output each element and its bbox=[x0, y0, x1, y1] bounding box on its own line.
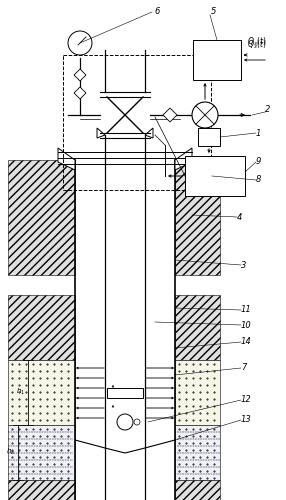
Bar bbox=[193, 40, 241, 80]
Circle shape bbox=[68, 31, 92, 55]
Text: 4: 4 bbox=[237, 212, 242, 222]
Bar bbox=[8, 425, 75, 480]
Text: 3: 3 bbox=[241, 260, 246, 270]
Bar bbox=[8, 295, 75, 360]
Text: $Q_з(t)$: $Q_з(t)$ bbox=[247, 39, 266, 52]
Polygon shape bbox=[145, 128, 153, 138]
Circle shape bbox=[134, 419, 140, 425]
Circle shape bbox=[192, 102, 218, 128]
Bar bbox=[107, 388, 143, 398]
Bar bbox=[185, 156, 245, 196]
Circle shape bbox=[117, 414, 133, 430]
Bar bbox=[175, 480, 220, 500]
Bar bbox=[175, 425, 220, 480]
Text: 9: 9 bbox=[256, 158, 261, 166]
Bar bbox=[198, 128, 220, 146]
Text: 13: 13 bbox=[241, 416, 252, 424]
Bar bbox=[8, 160, 75, 275]
Text: 2: 2 bbox=[265, 106, 270, 114]
Polygon shape bbox=[163, 108, 177, 122]
Polygon shape bbox=[58, 148, 75, 170]
Text: 1: 1 bbox=[256, 128, 261, 138]
Text: 8: 8 bbox=[256, 176, 261, 184]
Text: $h_в$: $h_в$ bbox=[6, 447, 15, 457]
Bar bbox=[175, 160, 220, 275]
Text: 11: 11 bbox=[241, 306, 252, 314]
Bar bbox=[106, 135, 144, 500]
Polygon shape bbox=[74, 69, 86, 81]
Polygon shape bbox=[175, 148, 192, 170]
Text: 10: 10 bbox=[241, 320, 252, 330]
Text: 5: 5 bbox=[211, 8, 217, 16]
Polygon shape bbox=[74, 87, 86, 99]
Text: 14: 14 bbox=[241, 338, 252, 346]
Bar bbox=[175, 360, 220, 425]
Bar bbox=[8, 480, 75, 500]
Text: 7: 7 bbox=[241, 364, 246, 372]
Text: $Q_з(t)$: $Q_з(t)$ bbox=[247, 36, 266, 48]
Text: 12: 12 bbox=[241, 396, 252, 404]
Polygon shape bbox=[97, 128, 105, 138]
Text: 6: 6 bbox=[154, 6, 159, 16]
Text: $h_1$: $h_1$ bbox=[16, 387, 25, 397]
Bar bbox=[63, 55, 211, 190]
Bar bbox=[175, 295, 220, 360]
Bar bbox=[8, 360, 75, 425]
